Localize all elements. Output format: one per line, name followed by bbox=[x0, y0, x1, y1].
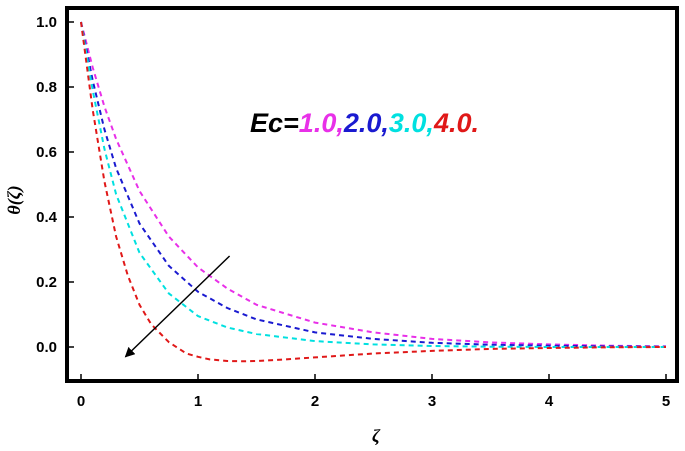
y-axis-label: θ(ζ) bbox=[4, 185, 25, 214]
series-lines bbox=[80, 21, 667, 363]
annotation-arrow bbox=[124, 255, 231, 358]
ec-value-1: 1.0, bbox=[299, 108, 344, 138]
series-line-4 bbox=[80, 21, 667, 363]
y-tick-label: 0.6 bbox=[36, 144, 57, 161]
y-tick-label: 1.0 bbox=[36, 14, 57, 31]
x-tick-label: 3 bbox=[428, 393, 436, 410]
ec-value-4: 4.0. bbox=[433, 108, 479, 138]
y-tick-label: 0.0 bbox=[36, 339, 57, 356]
ec-value-2: 2.0, bbox=[343, 108, 389, 138]
y-tick-label: 0.4 bbox=[36, 209, 58, 226]
ec-annotation-prefix: Ec= bbox=[250, 108, 299, 138]
x-tick-label: 0 bbox=[77, 393, 85, 410]
x-tick-label: 4 bbox=[545, 393, 554, 410]
x-tick-label: 5 bbox=[662, 393, 670, 410]
x-axis-label: ζ bbox=[372, 426, 381, 446]
y-tick-label: 0.8 bbox=[36, 79, 57, 96]
series-line-1 bbox=[80, 21, 667, 348]
ec-annotation: Ec=1.0,2.0,3.0,4.0. bbox=[250, 108, 479, 138]
y-tick-label: 0.2 bbox=[36, 274, 57, 291]
series-line-2 bbox=[80, 21, 667, 348]
plot-frame bbox=[65, 6, 679, 383]
series-line-3 bbox=[80, 21, 666, 348]
axis-ticks: 0 1 2 3 4 5 0.0 0.2 0.4 0.6 0.8 1.0 bbox=[36, 14, 670, 410]
ec-value-3: 3.0, bbox=[389, 108, 434, 138]
x-tick-label: 2 bbox=[311, 393, 319, 410]
x-tick-label: 1 bbox=[194, 393, 202, 410]
